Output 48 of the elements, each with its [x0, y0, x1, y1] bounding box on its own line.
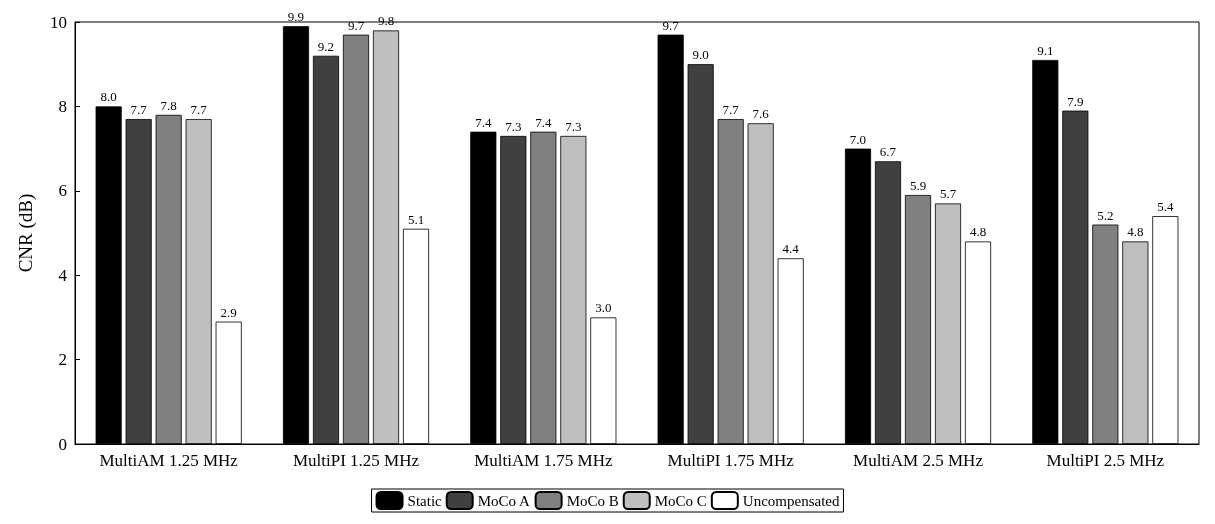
data-label: 7.7 [190, 102, 208, 118]
data-label: 3.0 [595, 300, 612, 316]
y-tick-label: 8 [58, 96, 67, 116]
data-label: 8.0 [100, 89, 117, 105]
data-label: 9.8 [377, 13, 395, 29]
data-label: 7.3 [565, 118, 582, 134]
data-label: 7.3 [505, 118, 522, 134]
data-label: 7.4 [535, 114, 552, 130]
data-label: 9.1 [1037, 42, 1054, 58]
x-tick-label: MultiAM 1.75 MHz [474, 451, 613, 470]
legend-label: MoCo B [566, 492, 619, 509]
y-tick-label: 2 [58, 350, 67, 370]
data-label: 9.2 [317, 38, 335, 54]
data-label: 7.4 [475, 114, 492, 130]
data-label: 9.7 [662, 17, 680, 33]
data-label: 7.7 [130, 102, 148, 118]
x-tick-label: MultiPI 2.5 MHz [1046, 451, 1165, 470]
legend-label: Static [407, 492, 443, 509]
data-label: 7.0 [849, 131, 867, 147]
x-tick-label: MultiAM 2.5 MHz [853, 451, 984, 470]
legend-label: MoCo A [477, 492, 530, 509]
x-tick-label: MultiPI 1.25 MHz [292, 451, 420, 470]
y-axis-title: CNR (dB) [15, 193, 37, 273]
data-label: 7.7 [722, 102, 740, 118]
data-label: 2.9 [220, 304, 237, 320]
data-label: 5.7 [939, 186, 957, 202]
y-tick-label: 0 [58, 434, 67, 454]
data-label: 5.1 [407, 211, 425, 227]
data-label: 6.7 [879, 144, 897, 160]
data-label: 9.7 [347, 17, 365, 33]
legend-label: MoCo C [654, 492, 707, 509]
data-label: 5.4 [1157, 199, 1174, 215]
data-label: 9.9 [287, 9, 305, 25]
data-label: 7.6 [752, 106, 770, 122]
y-tick-label: 6 [58, 181, 67, 201]
data-label: 7.9 [1067, 93, 1084, 109]
x-tick-label: MultiPI 1.75 MHz [667, 451, 795, 470]
data-label: 4.4 [782, 241, 800, 257]
x-tick-label: MultiAM 1.25 MHz [99, 451, 239, 470]
data-label: 5.2 [1097, 207, 1114, 223]
data-label: 5.9 [909, 178, 927, 194]
data-label: 4.8 [1127, 224, 1144, 240]
legend-label: Uncompensated [742, 492, 840, 509]
data-label: 9.0 [692, 47, 709, 63]
data-label: 4.8 [969, 224, 987, 240]
data-label: 7.8 [160, 97, 177, 113]
y-tick-label: 4 [58, 265, 68, 285]
y-tick-label: 10 [50, 12, 67, 32]
